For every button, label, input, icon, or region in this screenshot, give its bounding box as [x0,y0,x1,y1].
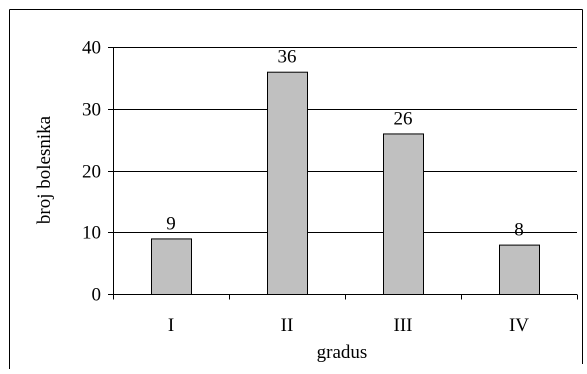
x-tick-label: I [168,315,174,336]
y-tick-label: 10 [82,223,101,244]
bar-IV [499,244,540,296]
data-labels: 9 36 26 8 [166,47,524,241]
data-label: 36 [278,47,297,68]
x-tick-label: IV [509,315,529,336]
data-label: 26 [394,108,413,129]
y-tick-label: 40 [82,38,101,59]
data-label: 8 [514,220,524,241]
bars [151,71,540,296]
chart-frame-border [9,9,583,369]
x-axis-title: gradus [317,342,368,363]
bar-I [151,238,192,296]
gridlines [113,47,577,233]
y-tick-label: 20 [82,162,101,183]
y-axis-title: broj bolesnika [34,115,55,224]
y-tick-label: 0 [92,285,102,306]
bar-II [267,71,308,295]
x-tick-label: III [394,315,413,336]
bar-III [383,133,424,295]
data-label: 9 [166,213,176,234]
x-tick-label: II [281,315,294,336]
y-axis-ticks: 0 10 20 30 40 [82,38,113,306]
y-tick-label: 30 [82,100,101,121]
x-axis-ticks: I II III IV [113,294,578,336]
